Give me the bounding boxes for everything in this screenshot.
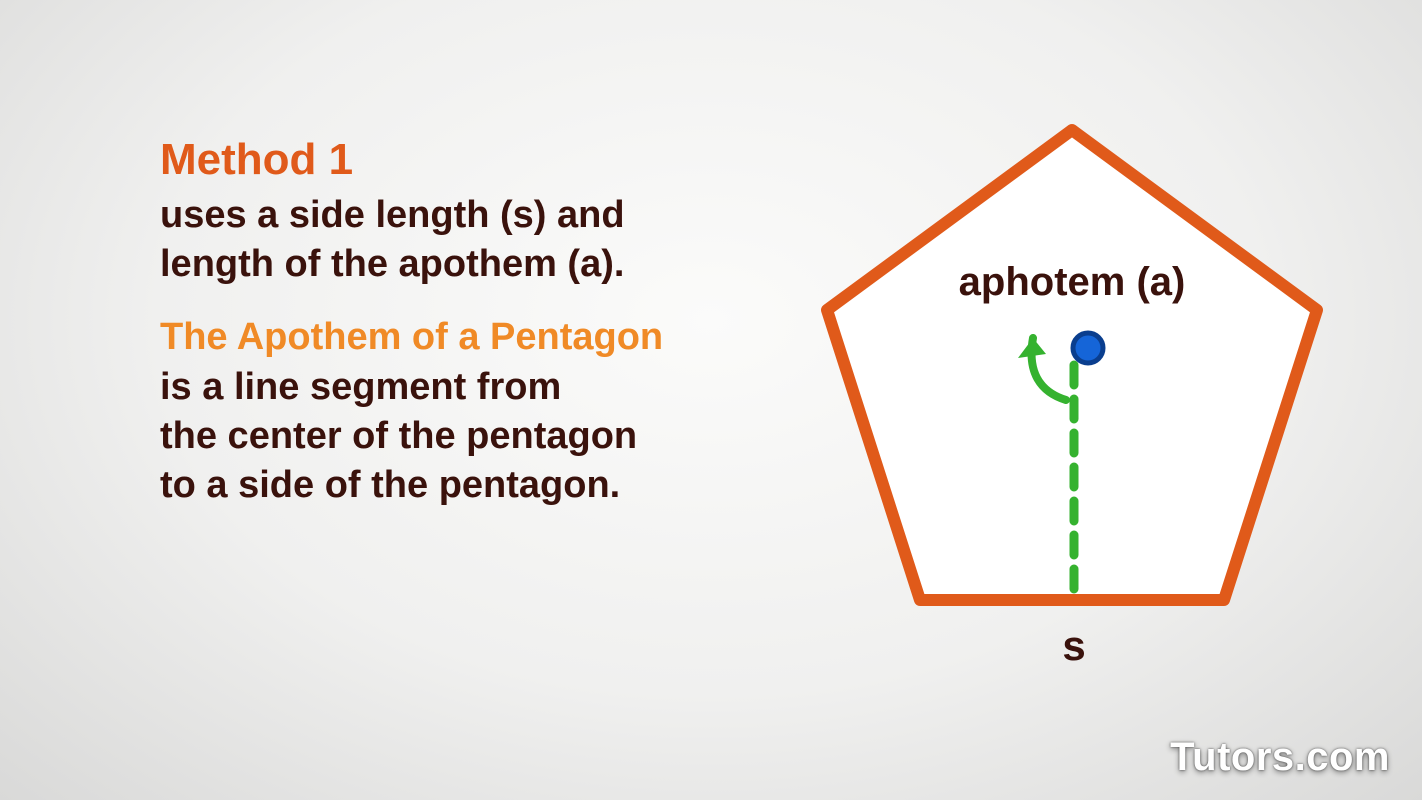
center-point [1073,333,1103,363]
apothem-subtitle: The Apothem of a Pentagon [160,316,760,359]
body1-line2: length of the apothem (a). [160,243,624,285]
watermark: Tutors.com [1170,735,1390,780]
method-title: Method 1 [160,135,760,185]
body2-line2: the center of the pentagon [160,415,637,457]
body2-line3: to a side of the pentagon. [160,464,620,506]
explanation-text: Method 1 uses a side length (s) and leng… [160,135,760,537]
apothem-body: is a line segment from the center of the… [160,363,760,509]
body2-line1: is a line segment from [160,366,561,408]
pentagon-diagram: aphotem (a) s [812,120,1332,680]
apothem-label: aphotem (a) [959,260,1186,304]
method-body: uses a side length (s) and length of the… [160,191,760,288]
body1-line1: uses a side length (s) and [160,194,625,236]
pentagon-svg: aphotem (a) s [812,120,1332,680]
side-label: s [1062,622,1085,669]
